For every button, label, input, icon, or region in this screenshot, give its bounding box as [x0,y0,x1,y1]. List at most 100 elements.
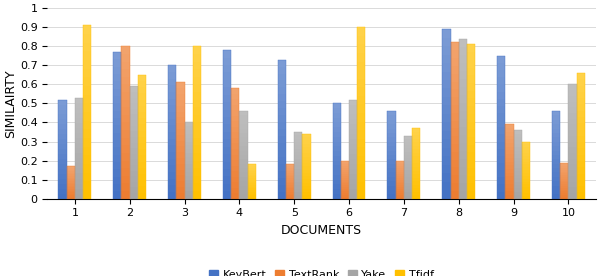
Bar [302,134,311,137]
Bar [294,132,302,199]
Bar [388,111,395,199]
Bar [130,103,138,109]
Bar [560,163,568,199]
Bar [552,155,560,159]
Bar [223,117,231,124]
Bar [248,193,256,195]
Bar [286,173,294,175]
Bar [505,195,514,199]
Bar [58,144,67,149]
Bar [248,183,256,185]
Bar [239,124,248,129]
Bar [130,126,138,131]
Bar [505,143,514,147]
Bar [467,121,475,129]
Bar [138,87,146,94]
Bar [332,151,341,156]
Bar [522,193,530,196]
Bar [223,80,231,87]
Bar [286,164,294,199]
Bar [302,147,311,150]
Bar [248,166,256,168]
Bar [412,181,421,185]
Bar [138,94,146,100]
Bar [113,191,121,199]
Bar [560,164,568,166]
Bar [185,130,193,134]
Bar [113,162,121,169]
Bar [67,181,75,182]
Bar [451,152,459,160]
Bar [560,182,568,184]
Bar [294,192,302,195]
Bar [168,119,176,125]
Bar [332,104,341,199]
Bar [231,166,239,171]
Bar [497,63,505,70]
Bar [395,170,404,172]
Bar [113,118,121,125]
Bar [83,147,91,155]
Bar [459,111,467,119]
Bar [459,71,467,79]
Bar [332,113,341,118]
Bar [83,173,91,181]
Bar [412,188,421,192]
Bar [341,161,349,199]
Bar [185,180,193,184]
Bar [514,137,522,140]
Bar [113,184,121,191]
Bar [451,89,459,97]
Bar [349,174,357,179]
Bar [560,192,568,193]
Bar [223,72,231,80]
Bar [568,130,577,136]
Bar [459,55,467,63]
Bar [231,160,239,166]
Bar [223,102,231,110]
Bar [138,75,146,199]
Bar [404,183,412,186]
Bar [185,145,193,149]
Bar [231,144,239,149]
Bar [248,176,256,178]
Bar [75,98,83,199]
Bar [168,99,176,105]
Bar [497,156,505,163]
Bar [459,119,467,127]
Bar [505,169,514,173]
Bar [278,185,286,192]
Bar [113,125,121,133]
Bar [442,29,451,199]
Bar [168,65,176,199]
Bar [294,162,302,165]
Bar [514,144,522,147]
Bar [577,148,585,155]
Bar [185,142,193,145]
Bar [138,118,146,124]
Bar [349,139,357,144]
Y-axis label: SIMILAIRTY: SIMILAIRTY [4,69,17,138]
Bar [357,87,365,96]
Bar [505,139,514,143]
Bar [577,73,585,79]
Bar [248,195,256,197]
Bar [357,36,365,44]
Bar [121,84,130,92]
Bar [138,186,146,193]
Bar [395,185,404,187]
Bar [357,173,365,182]
Bar [459,79,467,87]
Bar [248,189,256,190]
Bar [185,176,193,180]
Bar [168,179,176,185]
Bar [294,132,302,135]
Bar [568,153,577,159]
Bar [185,195,193,199]
Bar [560,179,568,181]
Bar [130,154,138,159]
Bar [75,128,83,133]
Bar [467,183,475,191]
Bar [138,75,146,81]
Bar [278,60,286,67]
